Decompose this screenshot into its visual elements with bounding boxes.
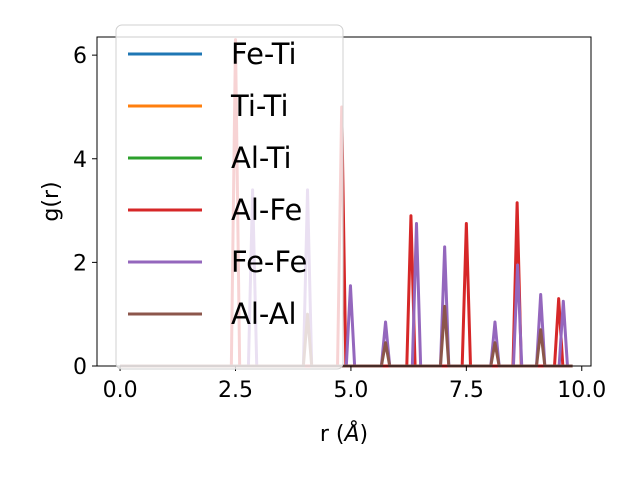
y-tick-label: 4 [73,148,87,173]
y-tick-label: 6 [73,44,87,69]
legend-label: Ti-Ti [230,89,289,123]
legend-item-fe-fe: Fe-Fe [128,245,307,279]
legend-label: Al-Fe [231,193,302,227]
x-tick-label: 2.5 [218,378,253,403]
legend: Fe-Ti Ti-Ti Al-Ti Al-Fe Fe-Fe Al-Al [115,24,344,370]
legend-item-fe-ti: Fe-Ti [128,37,297,71]
legend-label: Al-Ti [231,141,292,175]
y-axis-label: g(r) [39,181,64,221]
x-axis-label-text: r ( [320,422,345,447]
legend-item-al-ti: Al-Ti [128,141,292,175]
x-tick-label: 10.0 [557,378,606,403]
plot-frame [96,36,592,367]
legend-item-ti-ti: Ti-Ti [128,89,289,123]
x-tick-label: 5.0 [333,378,368,403]
legend-item-al-fe: Al-Fe [128,193,302,227]
y-axis: 0 2 4 6 [73,44,97,380]
legend-label: Al-Al [231,297,297,331]
y-tick-label: 0 [73,355,87,380]
legend-label: Fe-Ti [231,37,297,71]
legend-box [115,24,344,370]
legend-item-al-al: Al-Al [128,297,297,331]
x-axis-label-close: ) [360,422,369,447]
x-axis-label: r (Å) [320,420,368,447]
x-axis-label-unit: Å [342,420,359,447]
y-tick-label: 2 [73,251,87,276]
x-tick-label: 0.0 [103,378,138,403]
x-tick-label: 7.5 [449,378,484,403]
legend-label: Fe-Fe [231,245,307,279]
x-axis: 0.0 2.5 5.0 7.5 10.0 [103,366,606,403]
